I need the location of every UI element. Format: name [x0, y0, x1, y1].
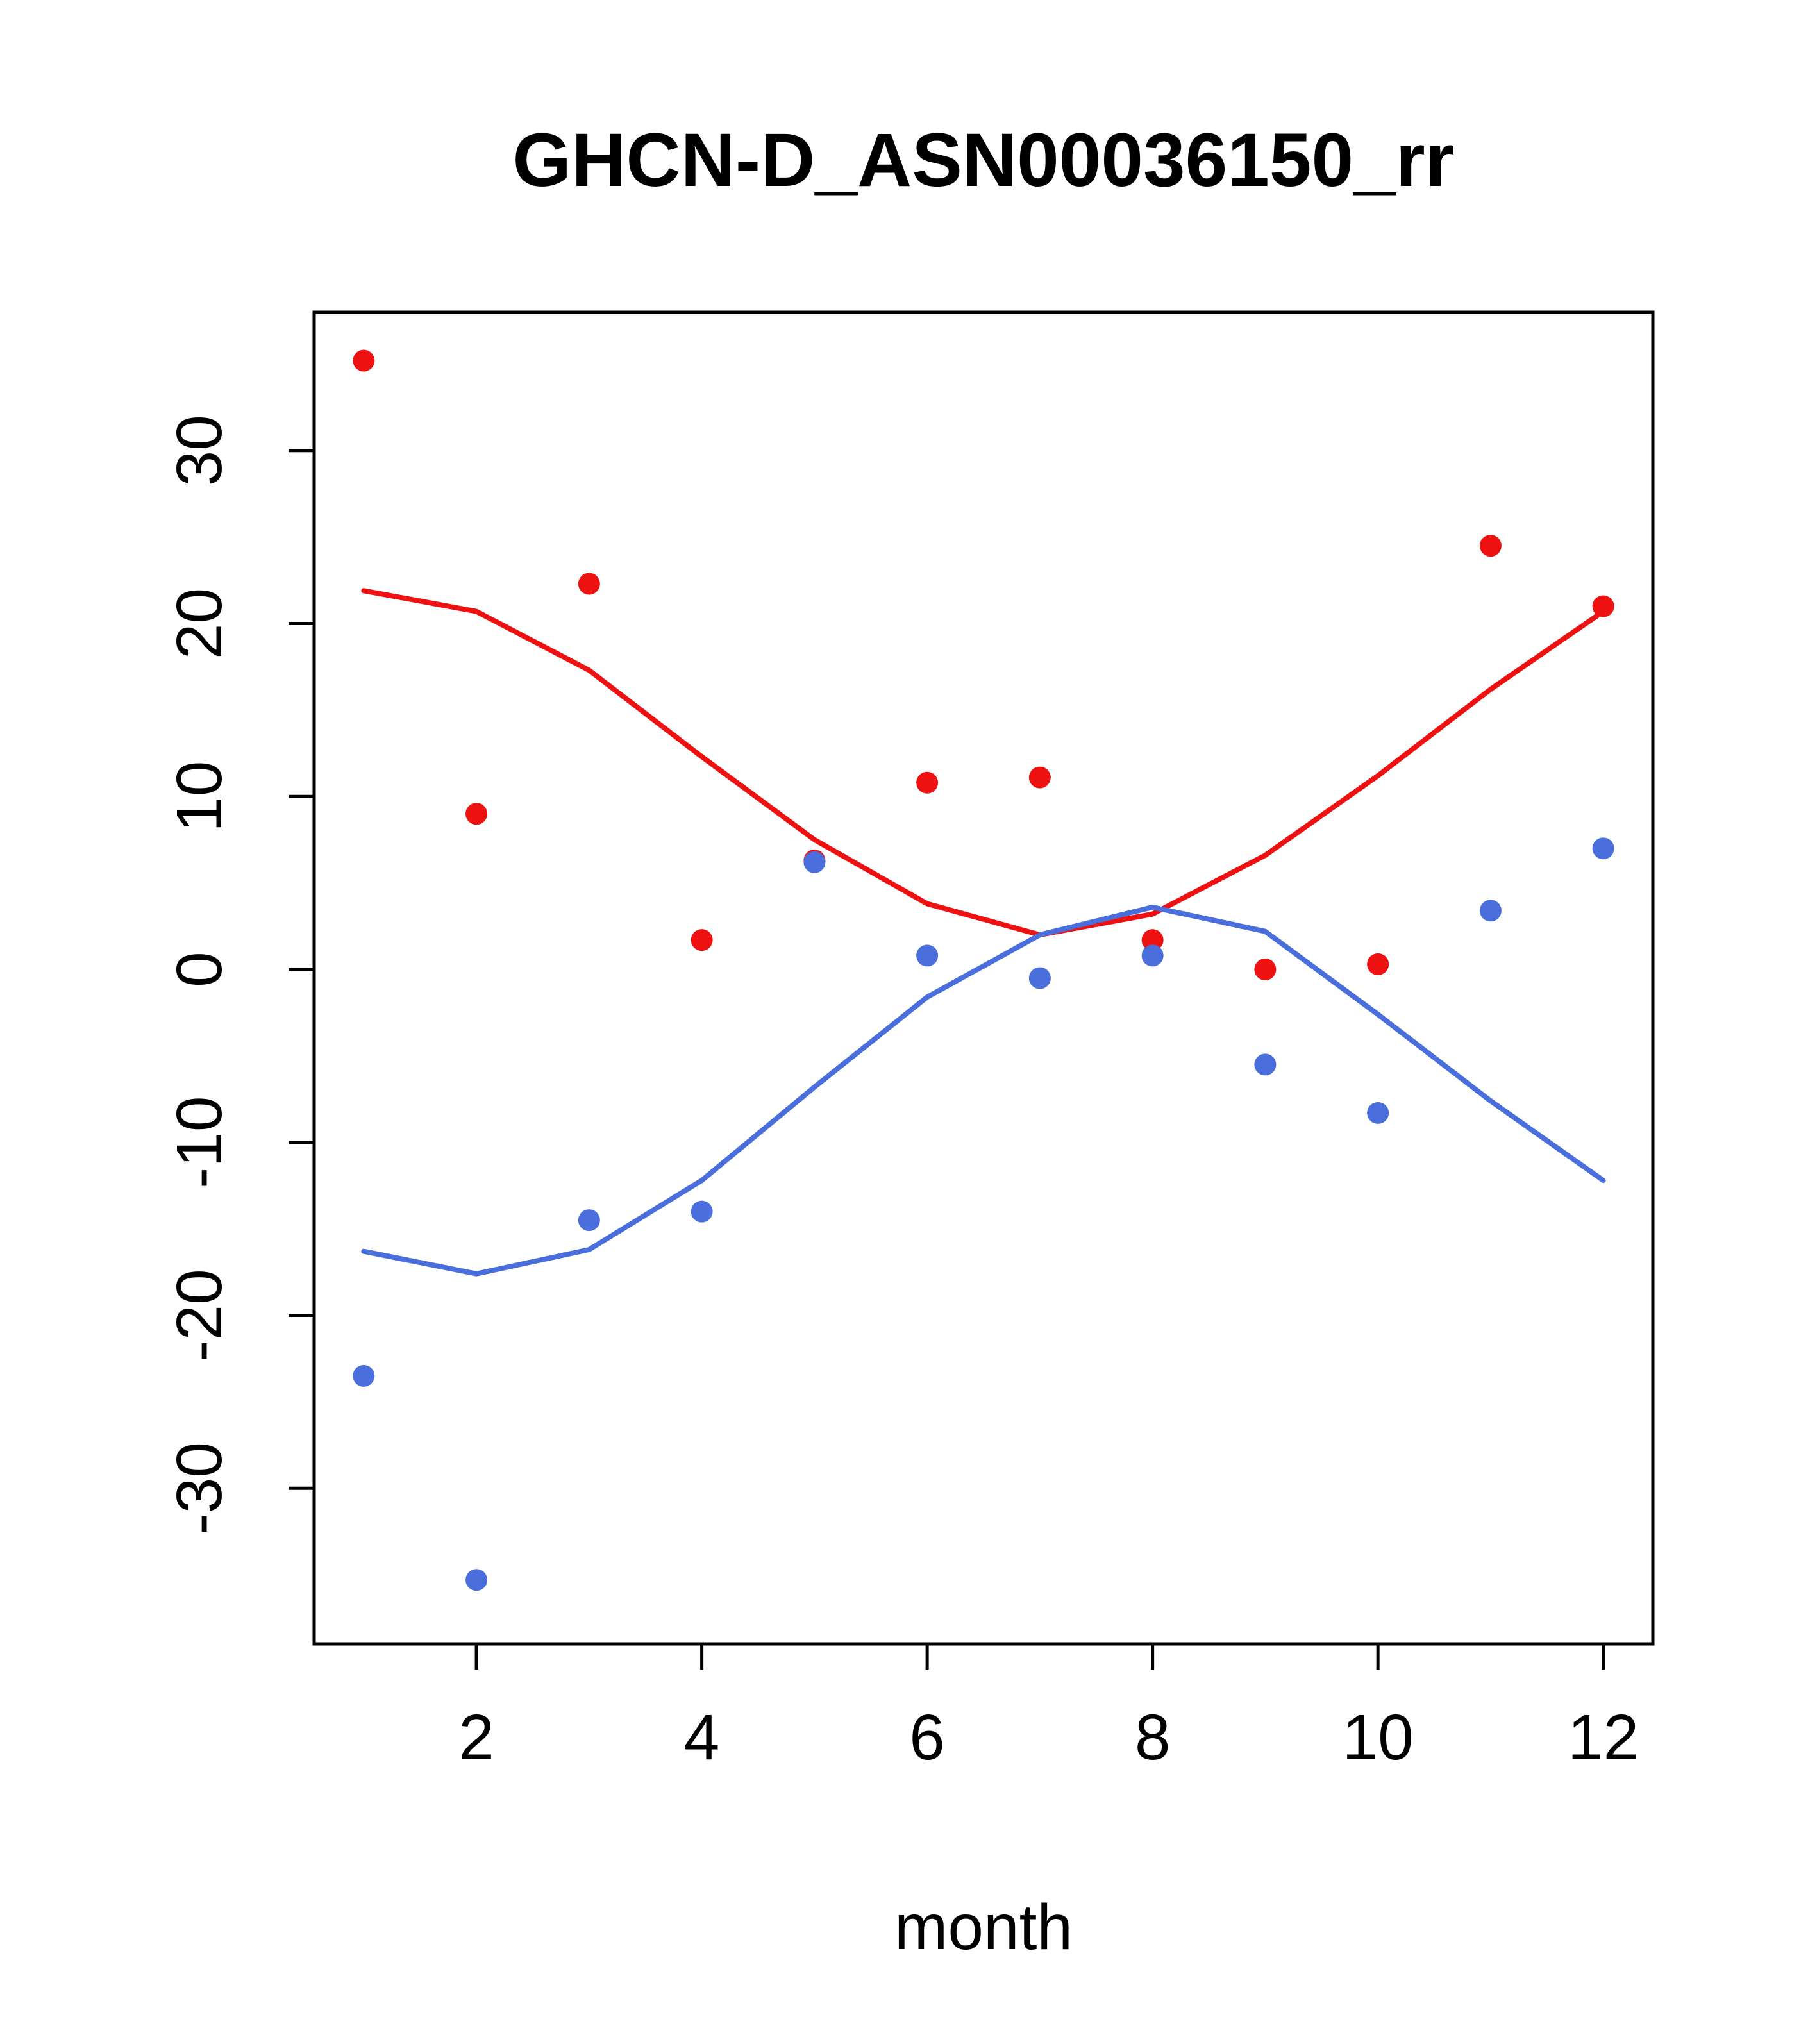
x-tick-label: 12 [1568, 1702, 1639, 1773]
blue-points-dot [353, 1364, 375, 1387]
red-points-dot [1479, 535, 1502, 557]
blue-points-dot [1028, 967, 1051, 989]
x-tick-label: 2 [458, 1702, 494, 1773]
x-tick-label: 8 [1135, 1702, 1171, 1773]
blue-points-dot [1592, 837, 1614, 860]
blue-points-dot [1479, 900, 1502, 922]
red-points-dot [578, 573, 600, 595]
y-tick-label: 20 [163, 588, 235, 659]
y-tick-label: 10 [163, 761, 235, 832]
blue-points-dot [465, 1569, 488, 1591]
x-tick-label: 10 [1343, 1702, 1414, 1773]
red-points-dot [691, 929, 713, 951]
plot-border [312, 310, 1655, 1646]
red-points-dot [353, 349, 375, 372]
red-points-dot [465, 803, 488, 825]
x-tick-label: 6 [909, 1702, 945, 1773]
red-smooth-line [361, 588, 1606, 938]
chart-title: GHCN-D_ASN00036150_rr [512, 118, 1454, 203]
plot-area: 2 4 6 8 10 12 -30 -20 -10 0 10 20 30 [163, 310, 1655, 1773]
blue-points-dot [578, 1209, 600, 1232]
blue-points-dot [916, 944, 939, 967]
red-points-dot [1367, 953, 1389, 975]
blue-points-dot [1254, 1053, 1277, 1076]
x-axis-label: month [894, 1891, 1073, 1963]
blue-points-dot [803, 851, 826, 873]
y-tick-label: 30 [163, 415, 235, 486]
red-points-dot [1141, 929, 1164, 951]
red-points-dot [1592, 595, 1614, 617]
y-tick-label: -20 [163, 1269, 235, 1362]
y-tick-label: -30 [163, 1442, 235, 1535]
blue-points-dot [1141, 944, 1164, 967]
red-points-dot [916, 771, 939, 794]
blue-points-dot [691, 1200, 713, 1223]
blue-smooth-line [361, 904, 1606, 1277]
red-points-dot [1028, 766, 1051, 789]
red-points-dot [1254, 959, 1277, 981]
x-tick-label: 4 [684, 1702, 720, 1773]
blue-points-dot [1367, 1102, 1389, 1124]
y-tick-label: 0 [163, 951, 235, 987]
y-tick-label: -10 [163, 1096, 235, 1189]
